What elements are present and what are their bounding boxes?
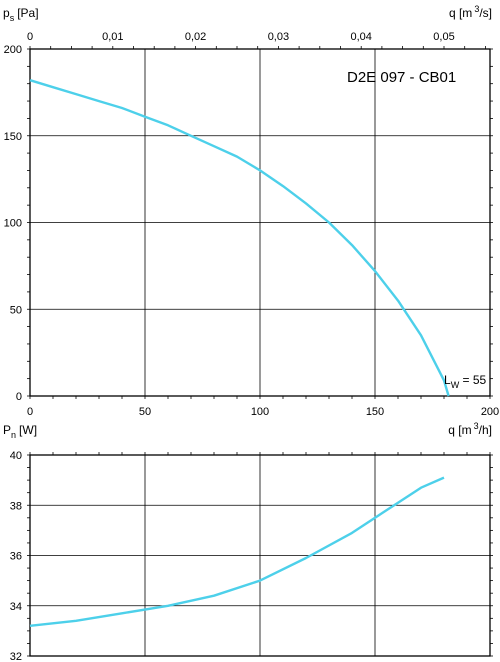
secondary-x-tick-label: 0,05 [433, 31, 454, 43]
pressure-ytick-label: 0 [16, 391, 22, 403]
pressure-ytick-label: 50 [10, 304, 22, 316]
top-secondary-x-axis-label: q [m 3/s] [449, 4, 492, 20]
pressure-ytick-label: 150 [4, 131, 22, 143]
top-secondary-x-ticks: 0 0,01 0,02 0,03 0,04 0,05 [27, 31, 486, 49]
secondary-x-tick-label: 0 [27, 31, 33, 43]
chart-title: D2E 097 - CB01 [347, 69, 456, 86]
power-plot-area: 32 34 36 38 40 [10, 450, 493, 662]
x-axis-label: q [m 3/h] [448, 421, 492, 437]
pressure-plot-area: 0 50 100 150 200 0 50 100 150 200 [4, 44, 500, 418]
secondary-x-tick-label: 0,03 [268, 31, 289, 43]
bottom-y-axis-label: Pn [W] [3, 423, 37, 440]
secondary-x-tick-label: 0,01 [102, 31, 123, 43]
power-ytick-label: 36 [10, 551, 22, 563]
power-series-line [29, 476, 445, 627]
power-ytick-label: 38 [10, 500, 22, 512]
x-tick-label: 200 [481, 406, 499, 418]
sound-level-annotation: LW = 55 [444, 373, 487, 390]
secondary-x-tick-label: 0,04 [350, 31, 371, 43]
x-tick-label: 150 [366, 406, 384, 418]
pressure-ytick-label: 100 [4, 218, 22, 230]
pressure-ytick-label: 200 [4, 44, 22, 56]
power-ytick-label: 40 [10, 450, 22, 462]
x-tick-label: 100 [251, 406, 269, 418]
power-ytick-label: 34 [10, 601, 22, 613]
x-tick-label: 0 [27, 406, 33, 418]
pressure-series-line [29, 79, 450, 397]
power-ytick-label: 32 [10, 651, 22, 662]
top-y-axis-label: ps [Pa] [3, 6, 39, 23]
x-tick-label: 50 [139, 406, 151, 418]
secondary-x-tick-label: 0,02 [185, 31, 206, 43]
